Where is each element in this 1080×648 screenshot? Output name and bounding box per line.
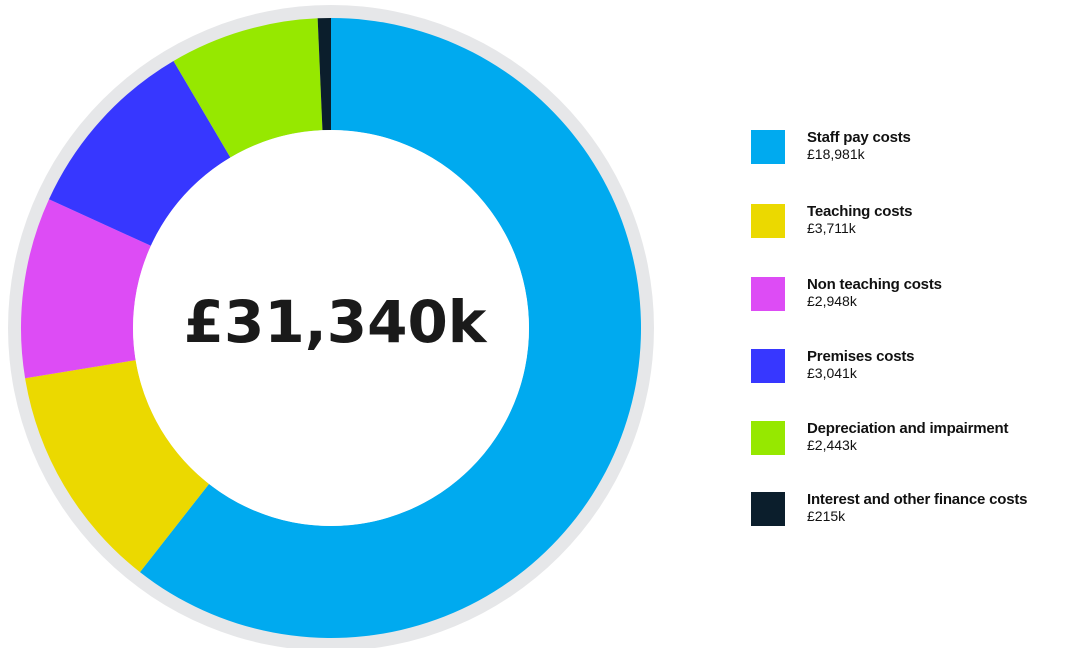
legend-item-teaching: Teaching costs £3,711k — [751, 204, 1080, 244]
donut-hole — [133, 130, 529, 526]
donut-slice-staff-pay-costs — [139, 18, 641, 638]
legend-value: £2,443k — [807, 437, 857, 453]
legend-swatch — [751, 421, 785, 455]
legend-item-premises: Premises costs £3,041k — [751, 349, 1080, 389]
legend-item-non-teaching: Non teaching costs £2,948k — [751, 277, 1080, 317]
legend-value: £2,948k — [807, 293, 857, 309]
legend-value: £215k — [807, 508, 846, 524]
donut-slice-interest-and-other-finance-costs — [317, 18, 331, 131]
legend-swatch — [751, 492, 785, 526]
legend-item-depreciation: Depreciation and impairment £2,443k — [751, 421, 1080, 461]
donut-slice-depreciation-and-impairment — [173, 18, 323, 158]
legend-swatch — [751, 204, 785, 238]
donut-slice-non-teaching-costs — [21, 199, 151, 379]
legend-label: Depreciation and impairment — [807, 420, 1009, 437]
legend-label: Interest and other finance costs — [807, 491, 1028, 508]
legend-value: £3,711k — [807, 220, 856, 236]
legend-label: Non teaching costs — [807, 276, 942, 293]
legend-swatch — [751, 349, 785, 383]
donut-slice-teaching-costs — [25, 360, 209, 573]
legend-value: £3,041k — [807, 365, 857, 381]
legend-swatch — [751, 277, 785, 311]
legend-item-staff-pay: Staff pay costs £18,981k — [751, 130, 1080, 170]
donut-slice-premises-costs — [48, 60, 231, 246]
legend-value: £18,981k — [807, 146, 865, 162]
legend-label: Premises costs — [807, 348, 915, 365]
legend-label: Staff pay costs — [807, 129, 911, 146]
legend-swatch — [751, 130, 785, 164]
legend-item-interest: Interest and other finance costs £215k — [751, 492, 1080, 532]
total-value: £31,340k — [184, 288, 488, 356]
donut-chart: £31,340k — [8, 5, 654, 648]
donut-slices — [21, 18, 641, 638]
legend-label: Teaching costs — [807, 203, 913, 220]
